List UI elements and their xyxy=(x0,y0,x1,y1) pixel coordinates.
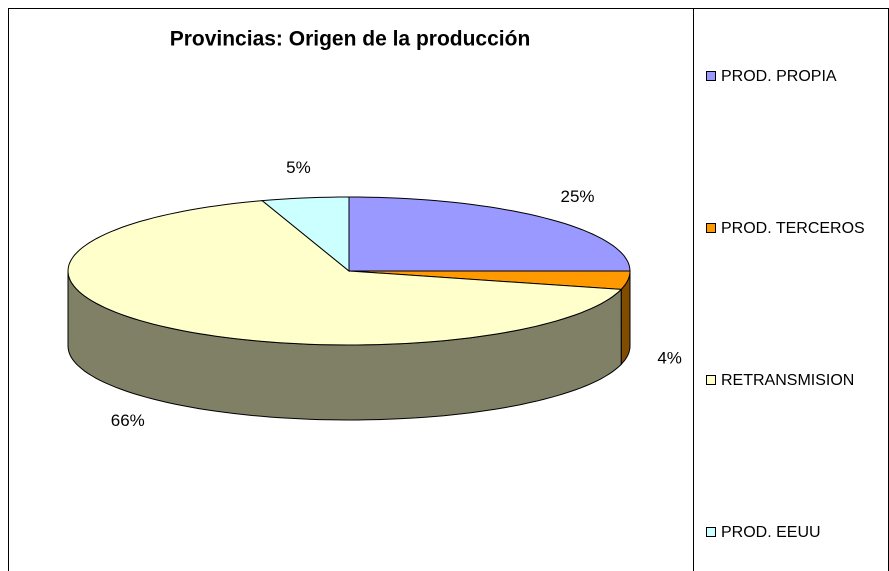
legend-swatch xyxy=(706,527,716,537)
legend-item: RETRANSMISION xyxy=(706,368,874,393)
legend-item: PROD. TERCEROS xyxy=(706,216,874,241)
pie-slice xyxy=(348,196,631,272)
data-label: 25% xyxy=(560,187,594,206)
legend-item: PROD. EEUU xyxy=(706,520,874,545)
legend-item: PROD. PROPIA xyxy=(706,64,874,89)
legend-label: PROD. EEUU xyxy=(721,524,821,541)
data-label: 4% xyxy=(657,348,682,367)
pie-slice xyxy=(260,196,350,273)
legend-label: PROD. TERCEROS xyxy=(721,220,865,237)
legend-label: PROD. PROPIA xyxy=(721,68,837,85)
legend-swatch xyxy=(706,223,716,233)
legend-label: RETRANSMISION xyxy=(721,372,855,389)
chart-title: Provincias: Origen de la producción xyxy=(170,28,531,51)
data-label: 66% xyxy=(111,411,145,430)
legend-swatch xyxy=(706,71,716,81)
pie-slice xyxy=(67,200,623,346)
legend-swatch xyxy=(706,375,716,385)
data-label: 5% xyxy=(286,158,311,177)
